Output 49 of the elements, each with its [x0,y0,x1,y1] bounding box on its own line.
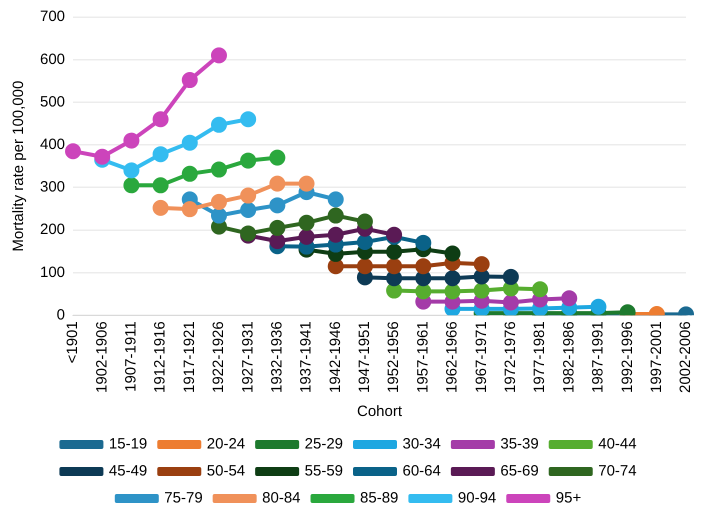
x-tick-label: 1992-1996 [618,321,636,393]
legend-label: 70-74 [598,462,637,480]
y-tick-label: 0 [56,306,66,324]
x-tick-label: 1947-1951 [356,321,374,393]
x-tick-label: 1967-1971 [472,321,490,393]
legend-label: 30-34 [402,436,441,453]
legend-label: 60-64 [402,462,441,480]
x-tick-label: 1902-1906 [93,321,110,393]
y-tick-label: 700 [40,8,66,26]
legend-label: 15-19 [108,436,148,453]
x-tick-label: 1912-1916 [152,321,169,393]
legend-label: 75-79 [164,490,203,507]
x-tick-label: 1927-1931 [239,321,256,393]
x-tick-label: 1937-1941 [298,321,315,393]
x-tick-label: 1972-1976 [502,321,520,393]
x-tick-label: 1942-1946 [326,321,344,393]
y-axis-title: Mortality rate per 100,000 [10,80,28,252]
legend-label: 95+ [556,490,582,507]
legend-label: 45-49 [108,462,148,480]
x-tick-label: 1997-2001 [648,321,665,393]
x-tick-label: 1987-1991 [590,321,607,393]
x-tick-label: 1917-1921 [180,321,198,393]
legend-label: 20-24 [206,436,246,453]
legend-label: 90-94 [458,490,496,507]
x-tick-label: 1957-1961 [414,321,432,393]
legend-label: 35-39 [500,436,539,453]
y-tick-label: 300 [40,178,66,196]
x-tick-label: 1907-1911 [122,321,140,392]
y-tick-label: 100 [40,264,66,281]
x-axis-title: Cohort [357,403,403,420]
legend-label: 80-84 [262,490,301,507]
legend-label: 40-44 [598,436,637,453]
x-tick-label: 1952-1956 [385,321,402,393]
legend-label: 85-89 [360,490,398,507]
x-tick-label: 2002-2006 [677,321,694,393]
y-tick-label: 500 [40,93,66,110]
y-tick-label: 600 [40,50,66,68]
x-tick-label: 1982-1986 [560,321,578,393]
legend-label: 25-29 [304,436,344,453]
legend-label: 50-54 [206,462,246,480]
legend-label: 65-69 [500,462,539,480]
x-tick-label: 1977-1981 [531,321,548,393]
x-tick-label: 1922-1926 [210,321,228,393]
y-tick-label: 200 [40,221,66,238]
x-tick-label: 1932-1936 [268,321,286,393]
y-tick-label: 400 [40,136,66,153]
legend-label: 55-59 [304,462,344,480]
x-tick-label: <1901 [64,321,82,364]
x-tick-label: 1962-1966 [444,321,461,393]
